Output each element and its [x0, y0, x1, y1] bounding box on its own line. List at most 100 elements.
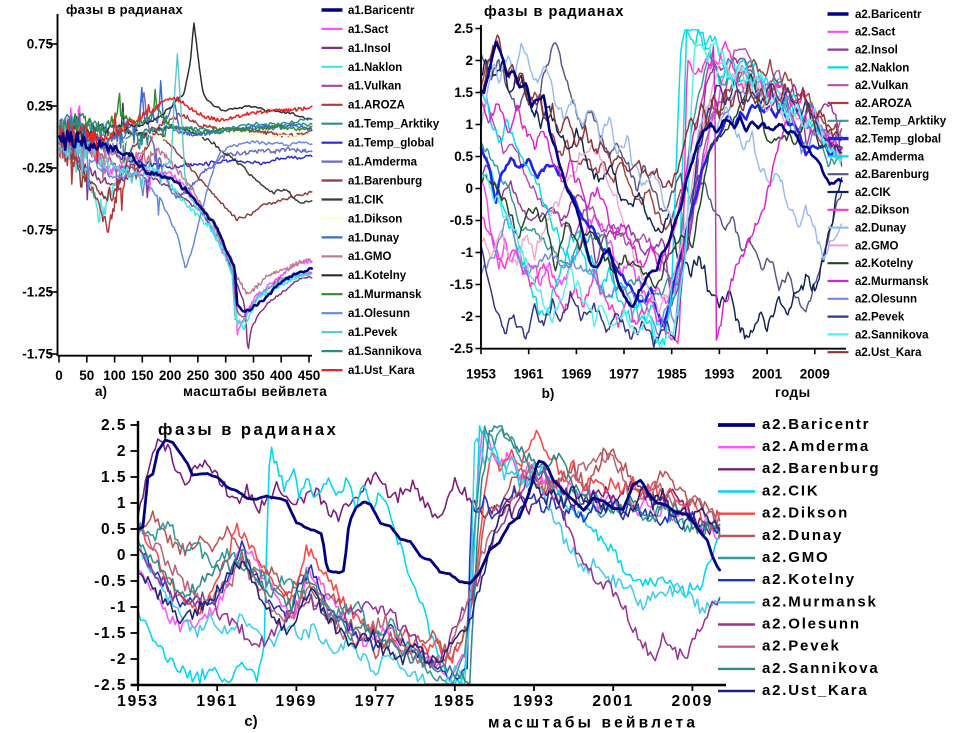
svg-text:a1.Dikson: a1.Dikson — [348, 213, 402, 225]
svg-text:a): a) — [95, 384, 107, 399]
svg-text:1953: 1953 — [117, 693, 159, 710]
svg-text:a2.Pevek: a2.Pevek — [855, 312, 905, 324]
svg-text:a1.Insol: a1.Insol — [348, 43, 391, 55]
svg-text:a2.GMO: a2.GMO — [762, 549, 829, 566]
svg-text:масштабы вейвлета: масштабы вейвлета — [488, 715, 698, 732]
svg-text:1: 1 — [117, 495, 127, 512]
svg-text:a1.Olesunn: a1.Olesunn — [348, 308, 410, 320]
svg-text:-0.5: -0.5 — [450, 213, 474, 228]
svg-text:a1.Naklon: a1.Naklon — [348, 62, 402, 74]
svg-text:a2.Naklon: a2.Naklon — [855, 62, 909, 74]
svg-text:250: 250 — [187, 368, 210, 383]
svg-text:50: 50 — [79, 368, 94, 383]
svg-text:a2.Amderma: a2.Amderma — [855, 151, 925, 163]
svg-text:2: 2 — [465, 53, 473, 68]
svg-text:100: 100 — [103, 368, 126, 383]
svg-text:1961: 1961 — [514, 367, 545, 382]
svg-text:a2.GMO: a2.GMO — [855, 240, 899, 252]
svg-text:a2.Sannikova: a2.Sannikova — [855, 329, 929, 341]
svg-text:-1: -1 — [110, 599, 127, 616]
svg-text:450: 450 — [298, 368, 321, 383]
svg-text:2.5: 2.5 — [101, 417, 127, 434]
svg-text:a2.Ust_Kara: a2.Ust_Kara — [855, 347, 922, 359]
svg-text:a1.CIK: a1.CIK — [348, 194, 384, 206]
svg-text:фазы в радианах: фазы в радианах — [158, 421, 338, 439]
svg-text:-2.5: -2.5 — [94, 677, 127, 694]
svg-text:a1.Pevek: a1.Pevek — [348, 327, 398, 339]
svg-text:a2.Baricentr: a2.Baricentr — [855, 9, 922, 21]
svg-text:a1.Barenburg: a1.Barenburg — [348, 175, 422, 187]
svg-text:150: 150 — [131, 368, 154, 383]
svg-text:a1.GMO: a1.GMO — [348, 251, 392, 263]
svg-text:2001: 2001 — [752, 367, 783, 382]
svg-text:200: 200 — [159, 368, 182, 383]
svg-text:-0.25: -0.25 — [22, 161, 53, 176]
svg-text:a2.Olesunn: a2.Olesunn — [855, 294, 917, 306]
svg-text:a2.Olesunn: a2.Olesunn — [762, 615, 861, 632]
svg-text:1993: 1993 — [704, 367, 735, 382]
svg-text:1977: 1977 — [609, 367, 639, 382]
svg-text:1961: 1961 — [196, 693, 238, 710]
svg-text:a2.Barenburg: a2.Barenburg — [855, 169, 929, 181]
svg-text:0.75: 0.75 — [27, 37, 54, 52]
svg-text:2009: 2009 — [800, 367, 830, 382]
svg-text:c): c) — [244, 713, 257, 730]
svg-text:a2.Vulkan: a2.Vulkan — [855, 80, 908, 92]
svg-text:1: 1 — [465, 117, 473, 132]
svg-text:a1.AROZA: a1.AROZA — [348, 100, 405, 112]
svg-text:350: 350 — [242, 368, 265, 383]
svg-text:300: 300 — [214, 368, 237, 383]
svg-text:a1.Kotelny: a1.Kotelny — [348, 270, 407, 282]
svg-text:1969: 1969 — [561, 367, 591, 382]
svg-text:-1.75: -1.75 — [22, 347, 53, 362]
svg-text:0: 0 — [465, 181, 473, 196]
svg-text:a1.Temp_global: a1.Temp_global — [348, 138, 434, 150]
svg-text:1993: 1993 — [513, 693, 555, 710]
svg-text:фазы в радианах: фазы в радианах — [66, 2, 183, 17]
svg-text:a1.Temp_Arktiky: a1.Temp_Arktiky — [348, 119, 440, 131]
svg-text:a1.Sact: a1.Sact — [348, 24, 388, 36]
svg-text:a1.Vulkan: a1.Vulkan — [348, 81, 401, 93]
svg-text:-1.25: -1.25 — [22, 285, 53, 300]
svg-text:a2.Murmansk: a2.Murmansk — [855, 276, 929, 288]
svg-text:a2.Ust_Kara: a2.Ust_Kara — [762, 682, 869, 699]
svg-text:a1.Sannikova: a1.Sannikova — [348, 346, 422, 358]
svg-text:a2.CIK: a2.CIK — [855, 187, 891, 199]
svg-text:a2.Dunay: a2.Dunay — [855, 223, 907, 235]
svg-text:-2: -2 — [110, 651, 127, 668]
svg-text:1985: 1985 — [434, 693, 476, 710]
svg-text:a1.Dunay: a1.Dunay — [348, 232, 400, 244]
svg-text:a2.Murmansk: a2.Murmansk — [762, 593, 878, 610]
svg-text:1.5: 1.5 — [101, 469, 127, 486]
svg-text:a2.CIK: a2.CIK — [762, 482, 820, 499]
svg-text:a2.Dunay: a2.Dunay — [762, 527, 843, 544]
svg-text:масштабы вейвлета: масштабы вейвлета — [183, 384, 327, 399]
svg-text:-1: -1 — [461, 245, 473, 260]
svg-text:1985: 1985 — [657, 367, 688, 382]
svg-text:a2.AROZA: a2.AROZA — [855, 98, 912, 110]
svg-text:-2.5: -2.5 — [450, 341, 474, 356]
svg-text:a2.Dikson: a2.Dikson — [855, 205, 909, 217]
svg-text:a2.Sannikova: a2.Sannikova — [762, 660, 879, 677]
svg-text:0: 0 — [117, 547, 127, 564]
svg-text:a2.Barenburg: a2.Barenburg — [762, 460, 880, 477]
svg-text:2001: 2001 — [592, 693, 634, 710]
svg-text:b): b) — [542, 386, 555, 401]
svg-text:-1.5: -1.5 — [94, 625, 127, 642]
svg-text:a2.Baricentr: a2.Baricentr — [762, 416, 870, 433]
svg-text:a2.Amderma: a2.Amderma — [762, 438, 870, 455]
svg-text:1.5: 1.5 — [454, 85, 473, 100]
svg-text:0.5: 0.5 — [101, 521, 127, 538]
svg-text:a2.Kotelny: a2.Kotelny — [762, 571, 856, 588]
svg-text:a2.Sact: a2.Sact — [855, 27, 895, 39]
svg-text:-2: -2 — [461, 309, 473, 324]
svg-text:a1.Murmansk: a1.Murmansk — [348, 289, 422, 301]
svg-text:a2.Temp_Arktiky: a2.Temp_Arktiky — [855, 116, 947, 128]
svg-text:0.25: 0.25 — [27, 99, 54, 114]
svg-text:-0.75: -0.75 — [22, 223, 53, 238]
svg-text:a2.Insol: a2.Insol — [855, 45, 898, 57]
svg-text:1977: 1977 — [355, 693, 397, 710]
svg-text:годы: годы — [775, 385, 811, 400]
svg-text:-1.5: -1.5 — [450, 277, 474, 292]
svg-text:a2.Dikson: a2.Dikson — [762, 505, 849, 522]
